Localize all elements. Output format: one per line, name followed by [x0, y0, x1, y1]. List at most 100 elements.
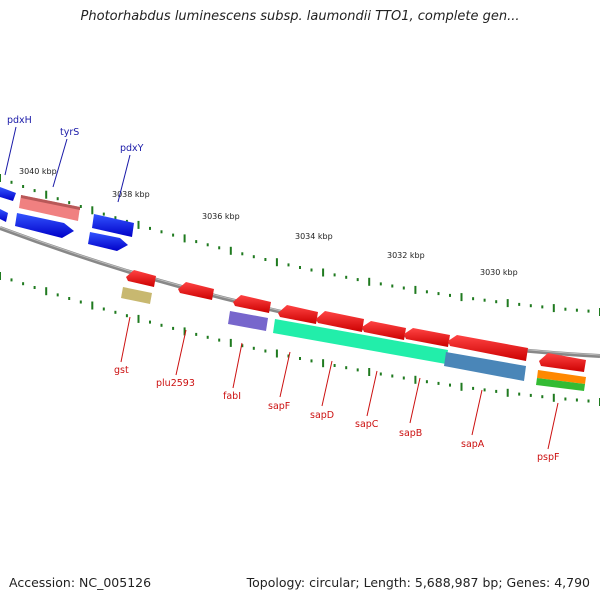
feature-sap-cog[interactable]	[273, 319, 448, 364]
inner-scale-tick	[229, 338, 232, 347]
inner-scale-tick	[241, 344, 244, 348]
gene-label-leaders	[4, 126, 559, 450]
gene-arrow-gst[interactable]	[126, 270, 156, 287]
gene-label-sapA[interactable]: sapA	[461, 439, 485, 450]
gene-arrow-tyrS[interactable]	[15, 213, 74, 238]
inner-scale-tick	[402, 376, 405, 380]
outer-scale-tick	[345, 275, 348, 279]
inner-scale-tick	[564, 397, 567, 401]
inner-scale-ticks	[0, 272, 600, 406]
gene-label-plu2593[interactable]: plu2593	[156, 378, 195, 389]
outer-scale-tick	[368, 277, 371, 286]
map-title: Photorhabdus luminescens subsp. laumondi…	[80, 9, 520, 24]
inner-scale-tick	[206, 335, 209, 339]
gene-label-sapC[interactable]: sapC	[355, 419, 379, 430]
feature-tyrS-rna[interactable]	[19, 195, 80, 221]
inner-scale-tick	[379, 372, 382, 376]
inner-scale-tick	[437, 381, 440, 385]
inner-scale-tick	[252, 346, 255, 350]
accession-label: Accession: NC_005126	[9, 575, 152, 590]
gene-label-sapD[interactable]: sapD	[310, 410, 334, 421]
inner-scale-tick	[449, 383, 451, 387]
scale-label-3036: 3036 kbp	[202, 212, 240, 221]
inner-scale-tick	[299, 357, 301, 360]
outer-scale-tick	[495, 300, 498, 304]
leader-sapB	[409, 377, 421, 424]
gene-arrow-plu2593[interactable]	[178, 282, 214, 300]
outer-scale-tick	[172, 233, 175, 237]
gene-label-pdxY[interactable]: pdxY	[120, 143, 144, 154]
gene-label-tyrS[interactable]: tyrS	[60, 127, 79, 138]
leader-pspF	[547, 402, 559, 450]
outer-scale-tick	[402, 286, 405, 290]
outer-scale-tick	[414, 285, 417, 294]
scale-label-3040: 3040 kbp	[19, 167, 57, 176]
gene-arrow-sapC[interactable]	[362, 321, 406, 340]
inner-scale-tick	[56, 293, 59, 297]
gene-labels: pdxH tyrS pdxY gst plu2593 fabI sapF sap…	[7, 115, 559, 463]
outer-scale-tick	[10, 180, 13, 184]
inner-scale-tick	[160, 323, 163, 327]
gene-arrow-pdxH-cog[interactable]	[0, 209, 8, 222]
inner-scale-tick	[102, 307, 105, 311]
leader-sapA	[471, 389, 483, 436]
gene-arrow-sapA[interactable]	[448, 335, 528, 361]
inner-scale-tick	[218, 338, 221, 342]
gene-arrow-pdxY[interactable]	[92, 214, 134, 237]
feature-sapA-cog[interactable]	[444, 352, 526, 381]
feature-fabI-cog[interactable]	[228, 311, 268, 331]
gene-arrow-pdxH[interactable]	[0, 187, 16, 201]
forward-strand-features	[0, 187, 134, 251]
inner-scale-tick	[275, 349, 278, 358]
outer-scale-tick	[218, 246, 221, 250]
inner-scale-tick	[114, 310, 117, 314]
inner-scale-tick	[137, 314, 140, 323]
gene-label-sapB[interactable]: sapB	[399, 428, 422, 439]
outer-scale-tick	[564, 307, 567, 311]
gene-label-sapF[interactable]: sapF	[268, 401, 290, 412]
outer-scale-tick	[552, 304, 555, 313]
outer-scale-tick	[149, 226, 151, 230]
reverse-strand-features	[121, 270, 586, 391]
gene-arrow-fabI[interactable]	[233, 295, 271, 313]
outer-scale-tick	[322, 268, 325, 277]
outer-scale-tick	[229, 246, 232, 255]
gene-arrow-pdxY-cog[interactable]	[88, 232, 128, 251]
inner-scale-tick	[79, 300, 82, 304]
inner-scale-tick	[575, 398, 578, 402]
inner-scale-tick	[172, 326, 175, 330]
gene-arrow-sapB[interactable]	[404, 328, 450, 347]
gene-label-fabI[interactable]: fabI	[223, 391, 241, 402]
outer-scale-tick	[125, 219, 128, 223]
outer-scale-tick	[91, 206, 94, 215]
feature-gst-cog[interactable]	[121, 287, 152, 304]
outer-scale-tick	[0, 174, 1, 182]
inner-scale-tick	[391, 374, 394, 378]
outer-scale-tick	[195, 240, 198, 244]
outer-scale-tick	[437, 292, 440, 296]
gene-label-pspF[interactable]: pspF	[537, 452, 559, 463]
gene-arrow-pspF[interactable]	[539, 353, 586, 372]
outer-scale-tick	[529, 304, 532, 308]
outer-scale-tick	[299, 266, 301, 269]
inner-scale-tick	[425, 380, 428, 384]
inner-scale-tick	[506, 388, 509, 397]
gene-label-pdxH[interactable]: pdxH	[7, 115, 32, 126]
inner-scale-tick	[45, 287, 48, 296]
outer-scale-tick	[114, 216, 117, 220]
outer-scale-tick	[449, 293, 451, 297]
outer-scale-tick	[206, 243, 209, 247]
inner-scale-tick	[10, 278, 13, 282]
inner-scale-tick	[125, 314, 128, 318]
gene-arrow-sapF[interactable]	[278, 305, 318, 324]
outer-scale-tick	[287, 263, 290, 267]
inner-scale-tick	[518, 392, 521, 396]
feature-pspF-cog-green[interactable]	[536, 378, 585, 391]
gene-arrow-sapD[interactable]	[316, 311, 364, 332]
inner-scale-tick	[333, 364, 336, 367]
feature-pspF-cog-orange[interactable]	[537, 370, 586, 384]
outer-scale-tick	[483, 298, 486, 302]
gene-label-gst[interactable]: gst	[114, 365, 129, 376]
outer-scale-tick	[68, 201, 71, 205]
outer-scale-tick	[506, 299, 509, 308]
